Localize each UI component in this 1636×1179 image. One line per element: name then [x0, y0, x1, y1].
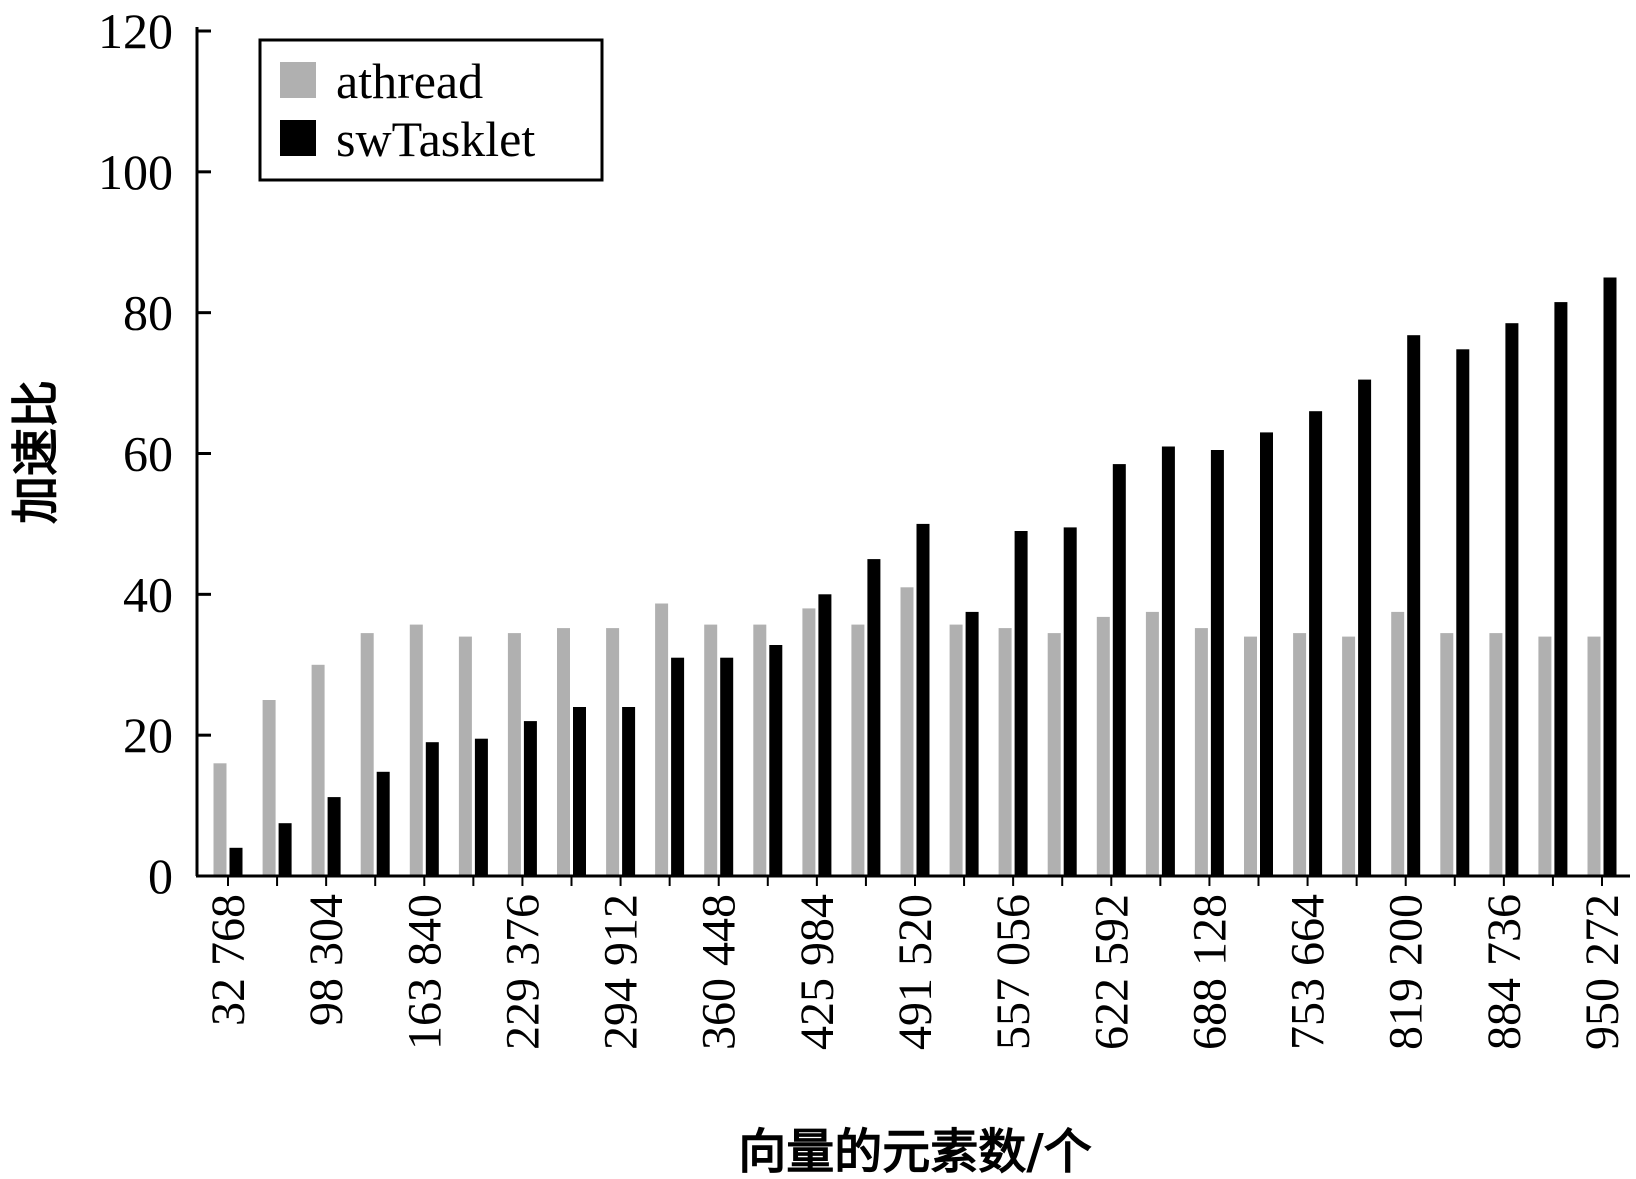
y-tick-label: 60	[123, 426, 173, 482]
x-tick-label: 622 592	[1085, 894, 1138, 1050]
bar-swtasklet-21	[1260, 432, 1273, 876]
bar-swtasklet-4	[425, 742, 439, 876]
bar-athread-19	[1145, 611, 1159, 876]
legend-swatch-athread	[280, 62, 316, 98]
bar-swtasklet-20	[1210, 450, 1224, 876]
legend-label-athread: athread	[336, 53, 483, 109]
bar-swtasklet-10	[720, 657, 734, 876]
legend-label-swtasklet: swTasklet	[336, 111, 535, 167]
x-tick-label: 229 376	[496, 894, 549, 1050]
bar-swtasklet-26	[1505, 323, 1519, 876]
y-tick-label: 100	[98, 144, 173, 200]
bar-athread-6	[507, 633, 521, 876]
bar-athread-8	[606, 628, 620, 876]
bars-group	[213, 277, 1617, 877]
bar-swtasklet-16	[1014, 531, 1028, 876]
bar-swtasklet-17	[1063, 527, 1077, 876]
bar-athread-1	[262, 700, 276, 876]
y-tick-label: 80	[123, 285, 173, 341]
x-tick-label: 360 448	[693, 894, 746, 1050]
bar-swtasklet-12	[818, 594, 832, 876]
bar-swtasklet-2	[327, 797, 341, 876]
x-tick-label: 294 912	[595, 894, 648, 1050]
bar-athread-10	[704, 624, 718, 876]
bar-athread-3	[360, 633, 374, 876]
bar-swtasklet-8	[622, 707, 636, 876]
x-tick-label: 98 304	[300, 894, 353, 1026]
legend: athread swTasklet	[258, 38, 604, 182]
bar-swtasklet-25	[1456, 349, 1470, 876]
bar-swtasklet-14	[916, 523, 930, 876]
bar-swtasklet-24	[1407, 335, 1421, 876]
x-tick-label: 32 768	[202, 894, 255, 1026]
bar-athread-20	[1194, 628, 1208, 876]
bar-athread-5	[458, 636, 472, 876]
bar-athread-7	[557, 628, 570, 876]
bar-athread-0	[213, 763, 227, 876]
x-tick-label: 950 272	[1576, 894, 1629, 1050]
bar-swtasklet-18	[1112, 464, 1126, 876]
bar-athread-24	[1391, 611, 1405, 876]
bar-swtasklet-15	[965, 611, 979, 876]
bar-swtasklet-23	[1358, 379, 1372, 876]
x-tick-label: 688 128	[1183, 894, 1236, 1050]
bar-athread-11	[753, 624, 767, 876]
x-tick-label: 753 664	[1282, 894, 1335, 1050]
legend-box	[258, 38, 604, 182]
bar-athread-16	[998, 628, 1012, 876]
bar-swtasklet-6	[523, 721, 537, 876]
y-ticks-group: 0 20 40 60 80 100 120	[98, 3, 211, 904]
bar-athread-4	[409, 624, 423, 876]
bar-athread-22	[1293, 633, 1307, 876]
bar-swtasklet-3	[376, 771, 390, 876]
bar-athread-25	[1440, 633, 1454, 876]
x-tick-label: 163 840	[398, 894, 451, 1050]
x-tick-label: 557 056	[987, 894, 1040, 1050]
x-tick-label: 491 520	[889, 894, 942, 1050]
y-axis-title: 加速比	[8, 380, 64, 524]
y-tick-label: 0	[148, 848, 173, 904]
bar-swtasklet-5	[474, 738, 488, 876]
bar-athread-2	[311, 664, 325, 877]
y-tick-label: 20	[123, 707, 173, 763]
bar-swtasklet-7	[573, 707, 586, 876]
bar-swtasklet-1	[278, 823, 292, 876]
x-tick-label: 884 736	[1478, 894, 1531, 1050]
bar-athread-9	[655, 603, 669, 876]
bar-athread-28	[1587, 636, 1601, 876]
bar-swtasklet-11	[769, 645, 783, 876]
y-tick-label: 120	[98, 3, 173, 59]
bar-athread-26	[1489, 633, 1503, 876]
x-axis-title: 向量的元素数/个	[738, 1124, 1092, 1179]
bar-athread-17	[1047, 633, 1061, 876]
bar-swtasklet-27	[1554, 302, 1568, 877]
bar-athread-23	[1342, 636, 1356, 876]
x-ticks-group: 32 768 98 304 163 840 229 376 294 912 360 448…	[202, 876, 1629, 1050]
bar-athread-15	[949, 624, 963, 876]
bar-athread-12	[802, 608, 816, 876]
bar-swtasklet-22	[1309, 411, 1323, 876]
bar-swtasklet-0	[229, 847, 243, 876]
x-tick-label: 425 984	[791, 894, 844, 1050]
bar-athread-21	[1244, 636, 1257, 876]
y-tick-label: 40	[123, 566, 173, 622]
bar-swtasklet-13	[867, 559, 881, 876]
x-tick-label: 819 200	[1380, 894, 1433, 1050]
bar-athread-13	[851, 624, 865, 876]
bar-athread-18	[1096, 616, 1110, 876]
bar-athread-27	[1538, 636, 1552, 876]
bar-swtasklet-19	[1161, 446, 1175, 876]
bar-swtasklet-9	[671, 657, 685, 876]
bar-swtasklet-28	[1603, 277, 1617, 876]
bar-athread-14	[900, 587, 914, 876]
legend-swatch-swtasklet	[280, 120, 316, 156]
